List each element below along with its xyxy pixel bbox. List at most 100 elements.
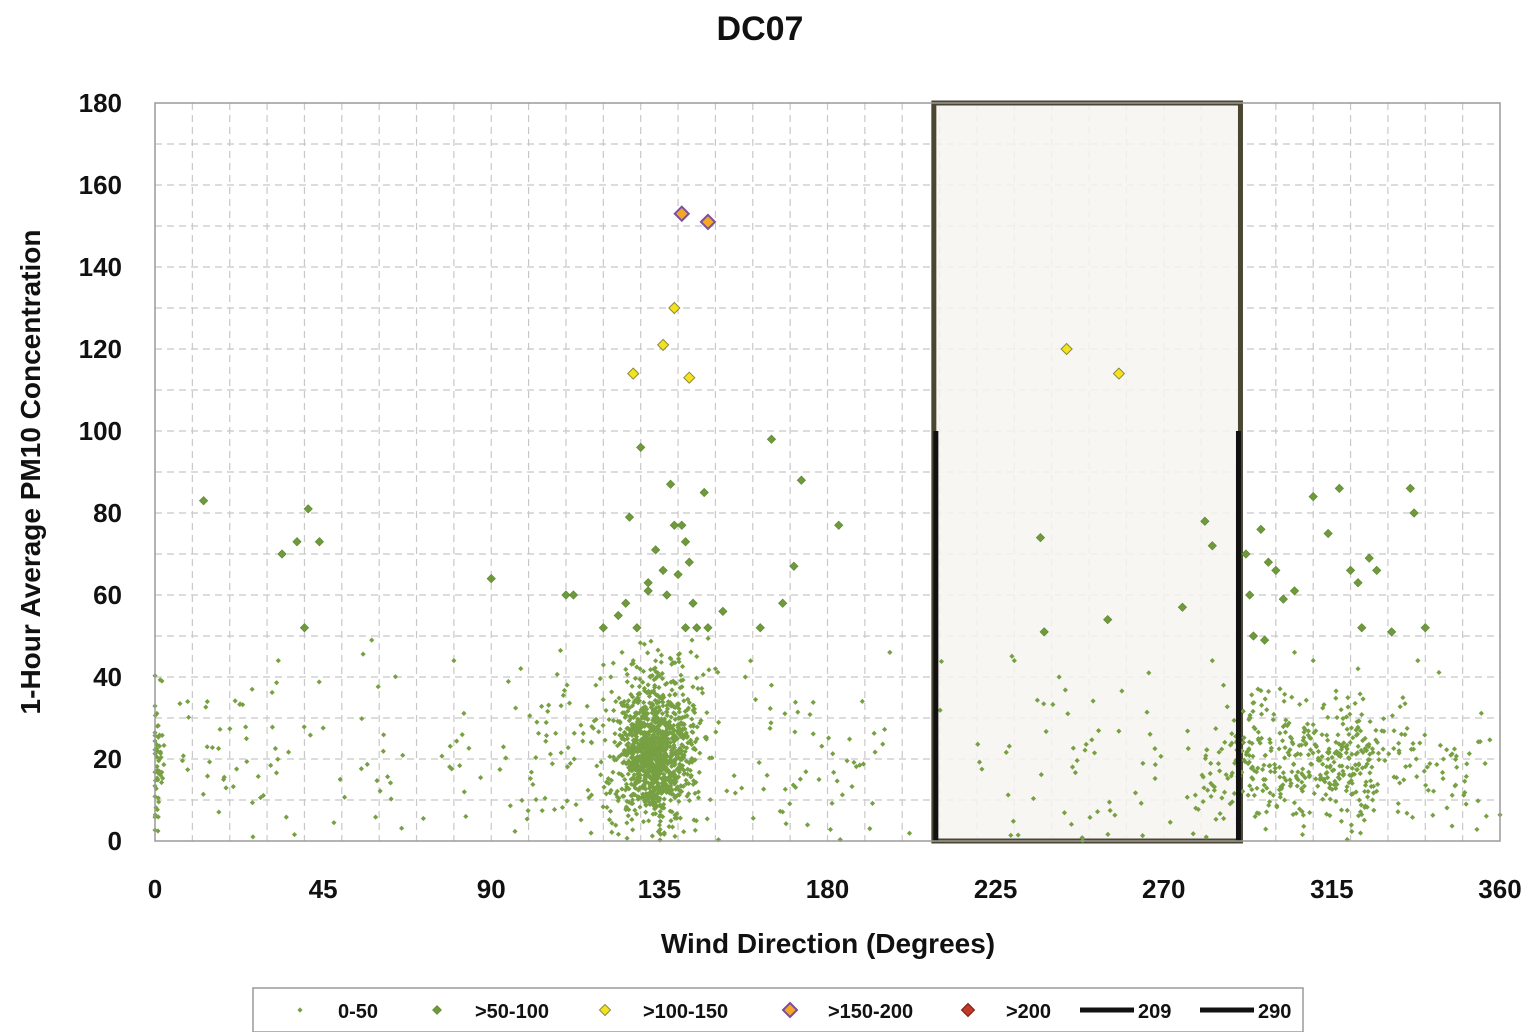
data-point xyxy=(668,787,674,793)
data-point xyxy=(676,659,682,665)
data-point xyxy=(1427,760,1433,767)
data-point xyxy=(676,715,682,721)
data-point xyxy=(673,776,679,782)
data-point xyxy=(653,778,659,784)
data-point xyxy=(657,818,664,824)
data-point xyxy=(1217,768,1223,774)
data-point xyxy=(589,723,595,730)
data-point xyxy=(661,796,667,802)
data-point xyxy=(637,772,643,778)
data-point xyxy=(756,759,762,766)
data-point xyxy=(527,775,534,782)
data-point xyxy=(1267,740,1273,746)
data-point xyxy=(627,728,634,735)
data-point xyxy=(375,684,381,690)
data-point xyxy=(666,720,672,726)
data-point xyxy=(829,800,835,806)
data-point xyxy=(1282,691,1288,697)
data-point xyxy=(578,817,584,823)
data-point xyxy=(651,732,657,738)
data-point xyxy=(676,706,682,712)
data-point xyxy=(666,778,673,785)
data-point xyxy=(1072,770,1079,776)
data-point xyxy=(648,638,654,644)
data-point xyxy=(673,748,679,755)
data-point xyxy=(1374,739,1381,746)
data-point xyxy=(1219,746,1225,752)
data-point xyxy=(604,804,610,810)
data-point xyxy=(650,706,656,713)
y-tick-label: 140 xyxy=(79,252,122,282)
data-point xyxy=(206,759,213,765)
data-point xyxy=(652,811,659,817)
data-point xyxy=(617,732,623,738)
data-point xyxy=(764,772,770,778)
data-point xyxy=(704,710,710,716)
data-point xyxy=(240,702,246,708)
sector-rect xyxy=(931,100,1243,844)
data-point xyxy=(299,623,310,633)
data-point xyxy=(1277,764,1283,770)
data-point xyxy=(623,807,629,813)
data-point xyxy=(669,687,675,693)
data-point xyxy=(1231,790,1237,797)
data-point xyxy=(1291,761,1297,767)
data-point xyxy=(1354,731,1361,737)
data-point xyxy=(1454,764,1460,770)
data-point xyxy=(1349,751,1355,757)
data-point xyxy=(634,710,640,716)
series-150-200 xyxy=(673,205,717,231)
data-point xyxy=(766,434,777,444)
data-point xyxy=(658,659,664,665)
data-point xyxy=(1298,742,1305,748)
data-point xyxy=(642,781,648,787)
data-point xyxy=(681,771,687,777)
data-point xyxy=(1451,746,1458,752)
data-point xyxy=(220,776,227,783)
data-point xyxy=(1477,739,1483,745)
data-point xyxy=(1324,811,1330,817)
data-point xyxy=(268,762,274,768)
data-point xyxy=(1035,532,1046,543)
data-point xyxy=(686,700,693,706)
data-point xyxy=(1397,780,1403,786)
data-point xyxy=(1256,524,1266,535)
data-point xyxy=(768,720,774,726)
data-point xyxy=(666,774,672,780)
data-point xyxy=(653,658,659,664)
data-point xyxy=(647,794,654,800)
data-point xyxy=(643,771,649,778)
data-point xyxy=(880,741,886,747)
data-point xyxy=(672,812,678,818)
data-point xyxy=(705,635,711,641)
data-point xyxy=(661,694,667,700)
data-point xyxy=(1280,770,1286,776)
data-point xyxy=(669,702,676,708)
data-point xyxy=(678,783,684,789)
data-point xyxy=(641,685,648,691)
data-point xyxy=(1375,750,1382,756)
data-point xyxy=(1250,776,1256,782)
data-point xyxy=(528,769,535,775)
data-point xyxy=(1334,714,1340,721)
data-point xyxy=(626,718,632,724)
data-point xyxy=(1348,725,1355,731)
data-point xyxy=(534,719,540,725)
data-point xyxy=(545,708,551,714)
data-point xyxy=(1421,768,1427,774)
data-point xyxy=(674,784,681,790)
data-point xyxy=(1344,726,1350,732)
data-point xyxy=(1291,800,1298,806)
data-point xyxy=(156,758,162,764)
data-point xyxy=(613,610,623,621)
data-point xyxy=(694,724,700,730)
data-point xyxy=(650,811,656,817)
data-point xyxy=(1251,792,1257,799)
data-point xyxy=(283,814,289,820)
data-point xyxy=(637,804,643,810)
data-point xyxy=(1255,729,1262,735)
data-point xyxy=(668,818,674,824)
data-point xyxy=(159,678,165,684)
data-point xyxy=(1281,755,1288,761)
data-point xyxy=(439,753,445,759)
